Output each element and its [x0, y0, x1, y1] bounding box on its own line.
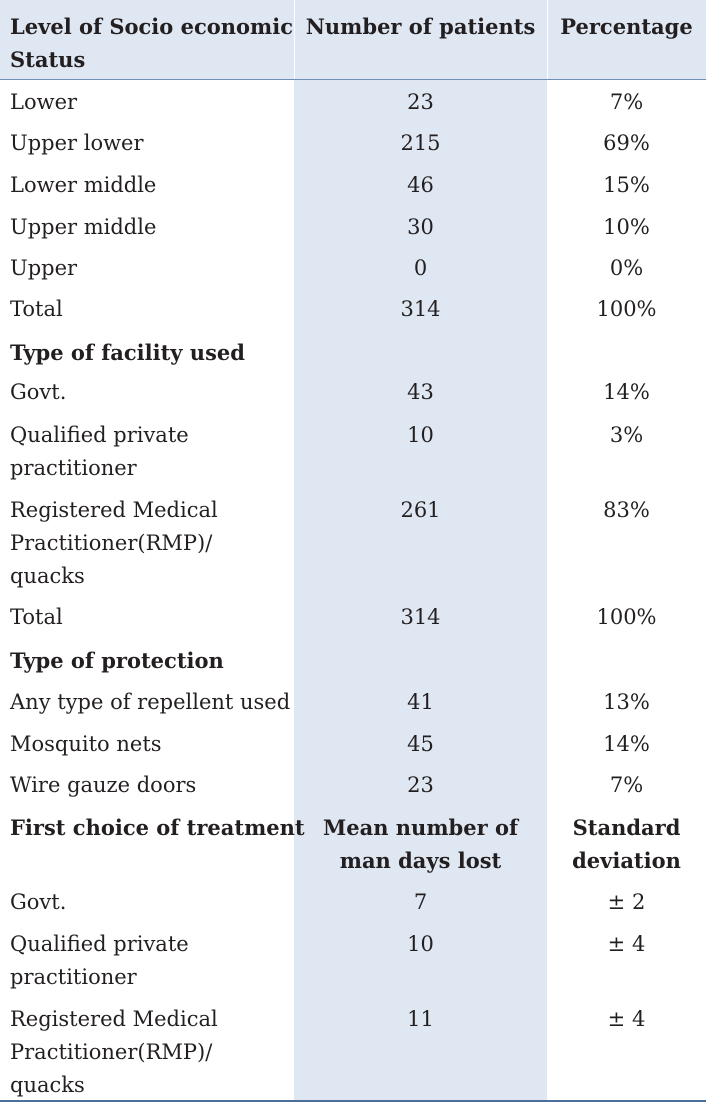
- highlight-column: [294, 0, 547, 1101]
- row-count: 43: [407, 380, 434, 404]
- header-level-line1: Level of Socio economic: [10, 14, 293, 39]
- row-percent: 83%: [603, 498, 650, 522]
- row-count: 30: [407, 215, 434, 239]
- row-percent: 7%: [609, 90, 644, 114]
- row-label: Upper: [10, 256, 78, 280]
- row-count: 23: [407, 773, 434, 797]
- row-percent: 13%: [603, 690, 650, 714]
- row-sd: ± 2: [607, 890, 646, 914]
- row-percent: 15%: [603, 173, 650, 197]
- row-label: Total: [10, 605, 63, 629]
- row-percent: 0%: [609, 256, 644, 280]
- row-label-line3: quacks: [10, 1073, 85, 1097]
- header-divider: [547, 0, 548, 79]
- row-label: Upper lower: [10, 131, 144, 155]
- row-count: 261: [400, 498, 441, 522]
- row-count: 0: [413, 256, 428, 280]
- row-count: 41: [407, 690, 434, 714]
- header-sd-line2: deviation: [572, 848, 681, 873]
- row-percent: 100%: [596, 605, 657, 629]
- row-sd: ± 4: [607, 932, 646, 956]
- row-label: Lower: [10, 90, 78, 114]
- row-sd: ± 4: [607, 1007, 646, 1031]
- row-count: 23: [407, 90, 434, 114]
- section-heading-protection: Type of protection: [10, 648, 224, 673]
- table-header: [0, 0, 706, 80]
- row-count: 215: [400, 131, 441, 155]
- row-label-line2: Practitioner(RMP)/: [10, 531, 213, 555]
- header-sd-line1: Standard: [572, 815, 681, 840]
- section-heading-treatment: First choice of treatment: [10, 815, 305, 840]
- row-count: 314: [400, 297, 441, 321]
- header-percentage: Percentage: [560, 14, 693, 39]
- row-label: Mosquito nets: [10, 732, 162, 756]
- header-level-line2: Status: [10, 47, 86, 72]
- row-label: Lower middle: [10, 173, 157, 197]
- header-number-of-patients: Number of patients: [305, 14, 536, 39]
- header-mean-days-line2: man days lost: [339, 848, 502, 873]
- row-mean: 7: [413, 890, 428, 914]
- row-label-line2: Practitioner(RMP)/: [10, 1040, 213, 1064]
- row-label-line1: Registered Medical: [10, 498, 218, 522]
- row-label-line1: Registered Medical: [10, 1007, 218, 1031]
- row-mean: 10: [407, 932, 434, 956]
- row-label: Govt.: [10, 380, 67, 404]
- row-count: 46: [407, 173, 434, 197]
- row-percent: 14%: [603, 732, 650, 756]
- row-mean: 11: [407, 1007, 434, 1031]
- row-label-line2: practitioner: [10, 965, 137, 989]
- row-label: Any type of repellent used: [10, 690, 291, 714]
- row-label-line3: quacks: [10, 564, 85, 588]
- header-mean-days-line1: Mean number of: [322, 815, 518, 840]
- header-divider: [294, 0, 295, 79]
- row-percent: 10%: [603, 215, 650, 239]
- row-count: 314: [400, 605, 441, 629]
- row-label: Upper middle: [10, 215, 157, 239]
- row-label-line2: practitioner: [10, 456, 137, 480]
- row-label: Total: [10, 297, 63, 321]
- row-percent: 100%: [596, 297, 657, 321]
- row-percent: 7%: [609, 773, 644, 797]
- row-label: Wire gauze doors: [10, 773, 197, 797]
- bottom-rule: [0, 1100, 706, 1102]
- row-label: Govt.: [10, 890, 67, 914]
- section-heading-facility: Type of facility used: [10, 340, 245, 365]
- row-count: 10: [407, 423, 434, 447]
- row-label-line1: Qualified private: [10, 423, 189, 447]
- row-label-line1: Qualified private: [10, 932, 189, 956]
- row-percent: 69%: [603, 131, 650, 155]
- row-count: 45: [407, 732, 434, 756]
- row-percent: 3%: [609, 423, 644, 447]
- row-percent: 14%: [603, 380, 650, 404]
